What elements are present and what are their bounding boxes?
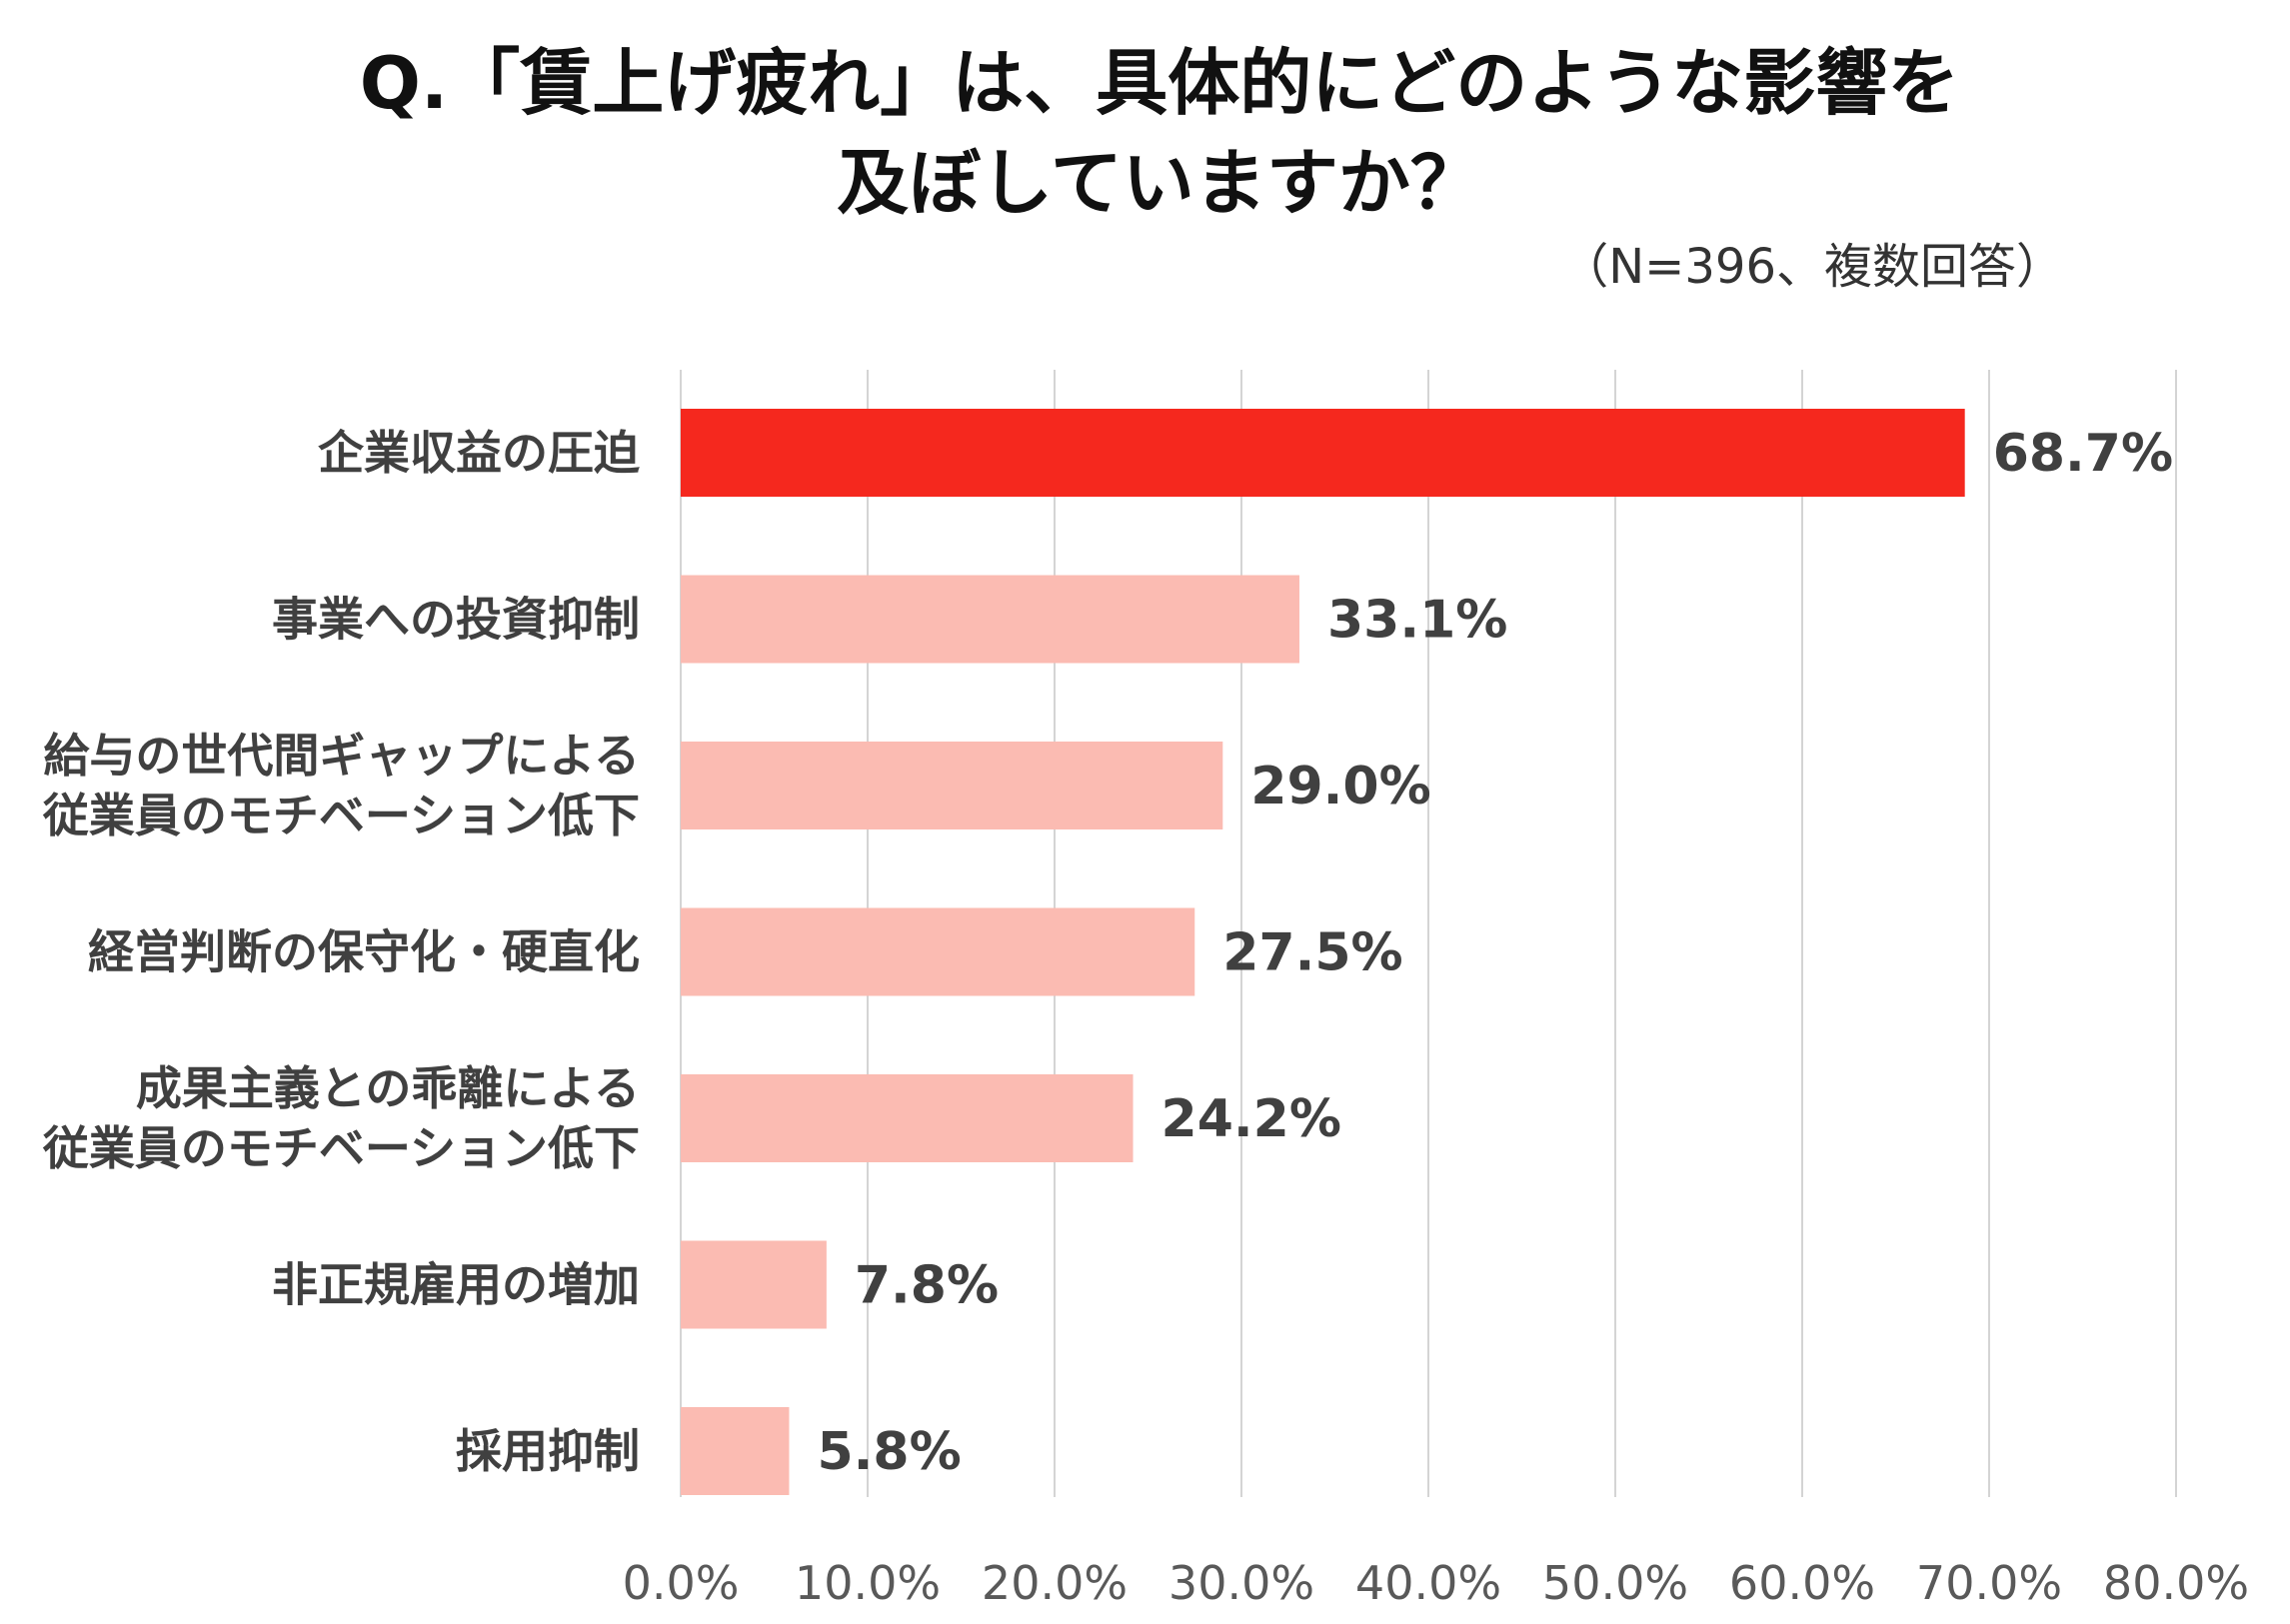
x-tick-label: 50.0%: [1542, 1556, 1688, 1610]
bar-value-label: 68.7%: [1993, 424, 2173, 484]
x-tick-label: 10.0%: [795, 1556, 941, 1610]
grid-lines: [680, 370, 2177, 1497]
x-tick-label: 60.0%: [1729, 1556, 1875, 1610]
category-label: 成果主義との乖離による: [136, 1061, 640, 1115]
x-tick-label: 70.0%: [1916, 1556, 2062, 1610]
bar: [681, 575, 1299, 664]
chart-title-line-1: Q.「賃上げ疲れ」は、具体的にどのような影響を: [360, 41, 1960, 125]
bar-value-label: 27.5%: [1222, 923, 1402, 983]
category-label: 企業収益の圧迫: [318, 426, 640, 480]
bar: [681, 1074, 1134, 1162]
bar: [681, 742, 1223, 829]
bar: [681, 409, 1965, 497]
chart-title: Q.「賃上げ疲れ」は、具体的にどのような影響を 及ぼしていますか？: [360, 41, 1960, 225]
category-label: 経営判断の保守化・硬直化: [88, 925, 640, 979]
x-axis-ticks: 0.0% 10.0% 20.0% 30.0% 40.0% 50.0% 60.0% 70.0% 8…: [623, 1556, 2250, 1610]
bar: [681, 907, 1195, 996]
category-label: 給与の世代間ギャップによる: [43, 729, 640, 783]
category-label: 従業員のモチベーション低下: [42, 1121, 640, 1175]
bar-value-label: 33.1%: [1327, 591, 1507, 651]
x-tick-label: 40.0%: [1355, 1556, 1501, 1610]
x-tick-label: 30.0%: [1168, 1556, 1314, 1610]
category-label: 採用抑制: [456, 1424, 640, 1478]
bar-value-label: 24.2%: [1161, 1089, 1341, 1149]
category-label: 非正規雇用の増加: [272, 1258, 640, 1312]
bar-value-label: 5.8%: [817, 1422, 961, 1482]
chart-subtitle: （N=396、複数回答）: [1560, 239, 2064, 295]
category-labels: 企業収益の圧迫事業への投資抑制給与の世代間ギャップによる従業員のモチベーション低…: [42, 426, 640, 1478]
bar: [681, 1240, 827, 1329]
x-tick-label: 80.0%: [2103, 1556, 2249, 1610]
category-label: 従業員のモチベーション低下: [42, 789, 640, 842]
category-label: 事業への投資抑制: [272, 593, 640, 647]
x-tick-label: 0.0%: [623, 1556, 740, 1610]
bars: [681, 409, 1965, 1495]
bar-value-label: 29.0%: [1250, 757, 1430, 816]
bar-value-label: 7.8%: [855, 1256, 999, 1316]
bar: [681, 1407, 790, 1495]
x-tick-label: 20.0%: [982, 1556, 1128, 1610]
value-labels: 68.7% 33.1% 29.0% 27.5% 24.2% 7.8% 5.8%: [817, 424, 2173, 1482]
chart-title-line-2: 及ぼしていますか？: [837, 141, 1482, 225]
